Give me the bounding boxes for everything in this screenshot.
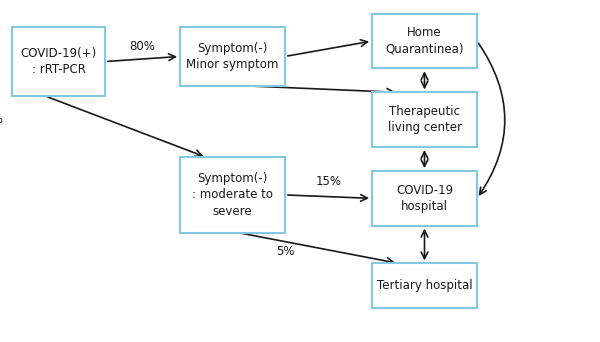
Text: Symptom(-)
: moderate to
severe: Symptom(-) : moderate to severe [192,172,273,218]
Text: COVID-19
hospital: COVID-19 hospital [396,184,453,213]
Text: 80%: 80% [130,40,155,53]
FancyBboxPatch shape [372,263,477,308]
Text: Symptom(-)
Minor symptom: Symptom(-) Minor symptom [187,42,278,71]
Text: Therapeutic
living center: Therapeutic living center [388,105,461,134]
FancyBboxPatch shape [180,27,285,86]
FancyBboxPatch shape [372,14,477,68]
Text: 20%: 20% [0,113,4,126]
FancyBboxPatch shape [12,27,105,96]
Text: COVID-19(+)
: rRT-PCR: COVID-19(+) : rRT-PCR [20,47,97,76]
FancyBboxPatch shape [180,157,285,233]
FancyBboxPatch shape [372,92,477,147]
Text: 15%: 15% [316,175,341,188]
Text: 5%: 5% [276,245,294,258]
Text: Home
Quarantinea): Home Quarantinea) [385,26,464,56]
FancyBboxPatch shape [372,171,477,226]
Text: Tertiary hospital: Tertiary hospital [377,279,472,292]
